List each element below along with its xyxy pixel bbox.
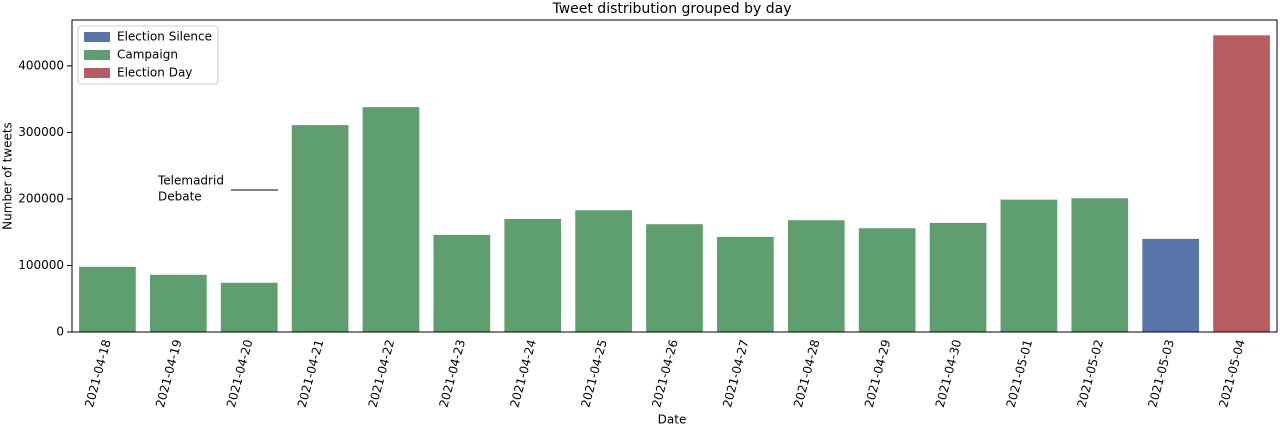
legend-label: Campaign (117, 48, 178, 62)
x-tick-label: 2021-04-23 (437, 338, 469, 409)
bar (1142, 238, 1200, 332)
x-tick-label: 2021-04-27 (720, 338, 752, 409)
y-tick-label: 300000 (18, 125, 64, 139)
x-tick-label: 2021-04-24 (507, 338, 539, 409)
legend-label: Election Silence (117, 30, 212, 44)
bar (858, 228, 916, 332)
y-tick-label: 0 (56, 325, 64, 339)
bar (79, 266, 136, 332)
y-axis-label: Number of tweets (1, 122, 15, 230)
x-tick-label: 2021-04-30 (933, 338, 965, 409)
legend-swatch (84, 32, 110, 42)
bar (291, 125, 349, 333)
x-tick-label: 2021-04-18 (82, 338, 114, 409)
legend-swatch (84, 50, 110, 60)
x-axis-label: Date (658, 413, 687, 427)
x-tick-label: 2021-04-25 (578, 338, 610, 409)
annotation-text: Debate (158, 190, 202, 204)
x-tick-label: 2021-04-22 (366, 338, 398, 409)
bar (646, 224, 703, 332)
x-tick-label: 2021-05-02 (1074, 338, 1106, 409)
bar (575, 210, 632, 332)
legend-label: Election Day (117, 66, 192, 80)
plot-frame (71, 19, 1278, 333)
legend-swatch (84, 68, 110, 78)
x-tick-label: 2021-04-29 (862, 338, 894, 409)
bar (1213, 35, 1270, 333)
bar (362, 107, 420, 332)
bar (149, 274, 207, 332)
x-tick-label: 2021-05-01 (1004, 338, 1036, 409)
bar (504, 218, 562, 332)
x-tick-label: 2021-04-20 (224, 338, 256, 409)
annotation-text: Telemadrid (157, 174, 224, 188)
y-tick-label: 100000 (18, 258, 64, 272)
x-tick-label: 2021-04-21 (295, 338, 327, 409)
x-tick-label: 2021-04-26 (649, 338, 681, 409)
x-tick-label: 2021-04-28 (791, 338, 823, 409)
bar (220, 282, 278, 332)
x-tick-label: 2021-04-19 (153, 338, 185, 409)
legend-box (77, 25, 219, 85)
bar (433, 234, 491, 332)
bar (929, 222, 987, 332)
y-tick-label: 400000 (18, 58, 64, 72)
chart-title: Tweet distribution grouped by day (551, 1, 791, 17)
bar (1000, 199, 1058, 332)
bar (1071, 198, 1129, 332)
x-tick-label: 2021-05-04 (1216, 338, 1248, 409)
bar (717, 236, 774, 332)
x-tick-label: 2021-05-03 (1145, 338, 1177, 409)
y-tick-label: 200000 (18, 191, 64, 205)
bar (787, 220, 845, 332)
